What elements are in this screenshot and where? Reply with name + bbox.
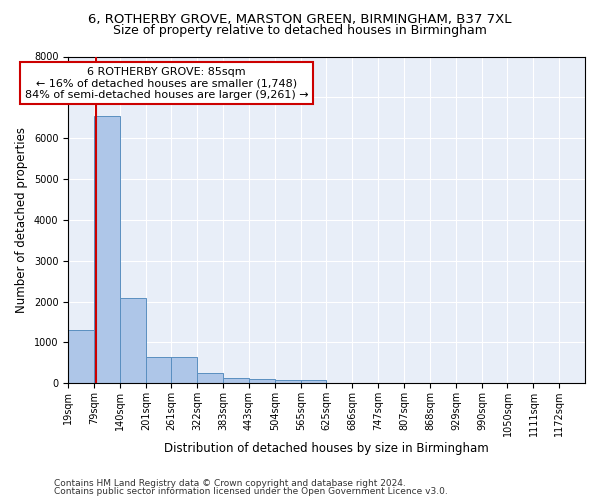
Bar: [94, 116, 120, 384]
Text: 6, ROTHERBY GROVE, MARSTON GREEN, BIRMINGHAM, B37 7XL: 6, ROTHERBY GROVE, MARSTON GREEN, BIRMIN…: [88, 12, 512, 26]
Bar: [146, 357, 172, 384]
Text: 6 ROTHERBY GROVE: 85sqm
← 16% of detached houses are smaller (1,748)
84% of semi: 6 ROTHERBY GROVE: 85sqm ← 16% of detache…: [25, 66, 308, 100]
X-axis label: Distribution of detached houses by size in Birmingham: Distribution of detached houses by size …: [164, 442, 489, 455]
Bar: [68, 330, 94, 384]
Bar: [223, 378, 249, 384]
Bar: [172, 357, 197, 384]
Text: Contains HM Land Registry data © Crown copyright and database right 2024.: Contains HM Land Registry data © Crown c…: [54, 478, 406, 488]
Bar: [301, 380, 326, 384]
Text: Contains public sector information licensed under the Open Government Licence v3: Contains public sector information licen…: [54, 487, 448, 496]
Bar: [120, 298, 146, 384]
Bar: [197, 373, 223, 384]
Text: Size of property relative to detached houses in Birmingham: Size of property relative to detached ho…: [113, 24, 487, 37]
Y-axis label: Number of detached properties: Number of detached properties: [16, 127, 28, 313]
Bar: [249, 379, 275, 384]
Bar: [275, 380, 301, 384]
